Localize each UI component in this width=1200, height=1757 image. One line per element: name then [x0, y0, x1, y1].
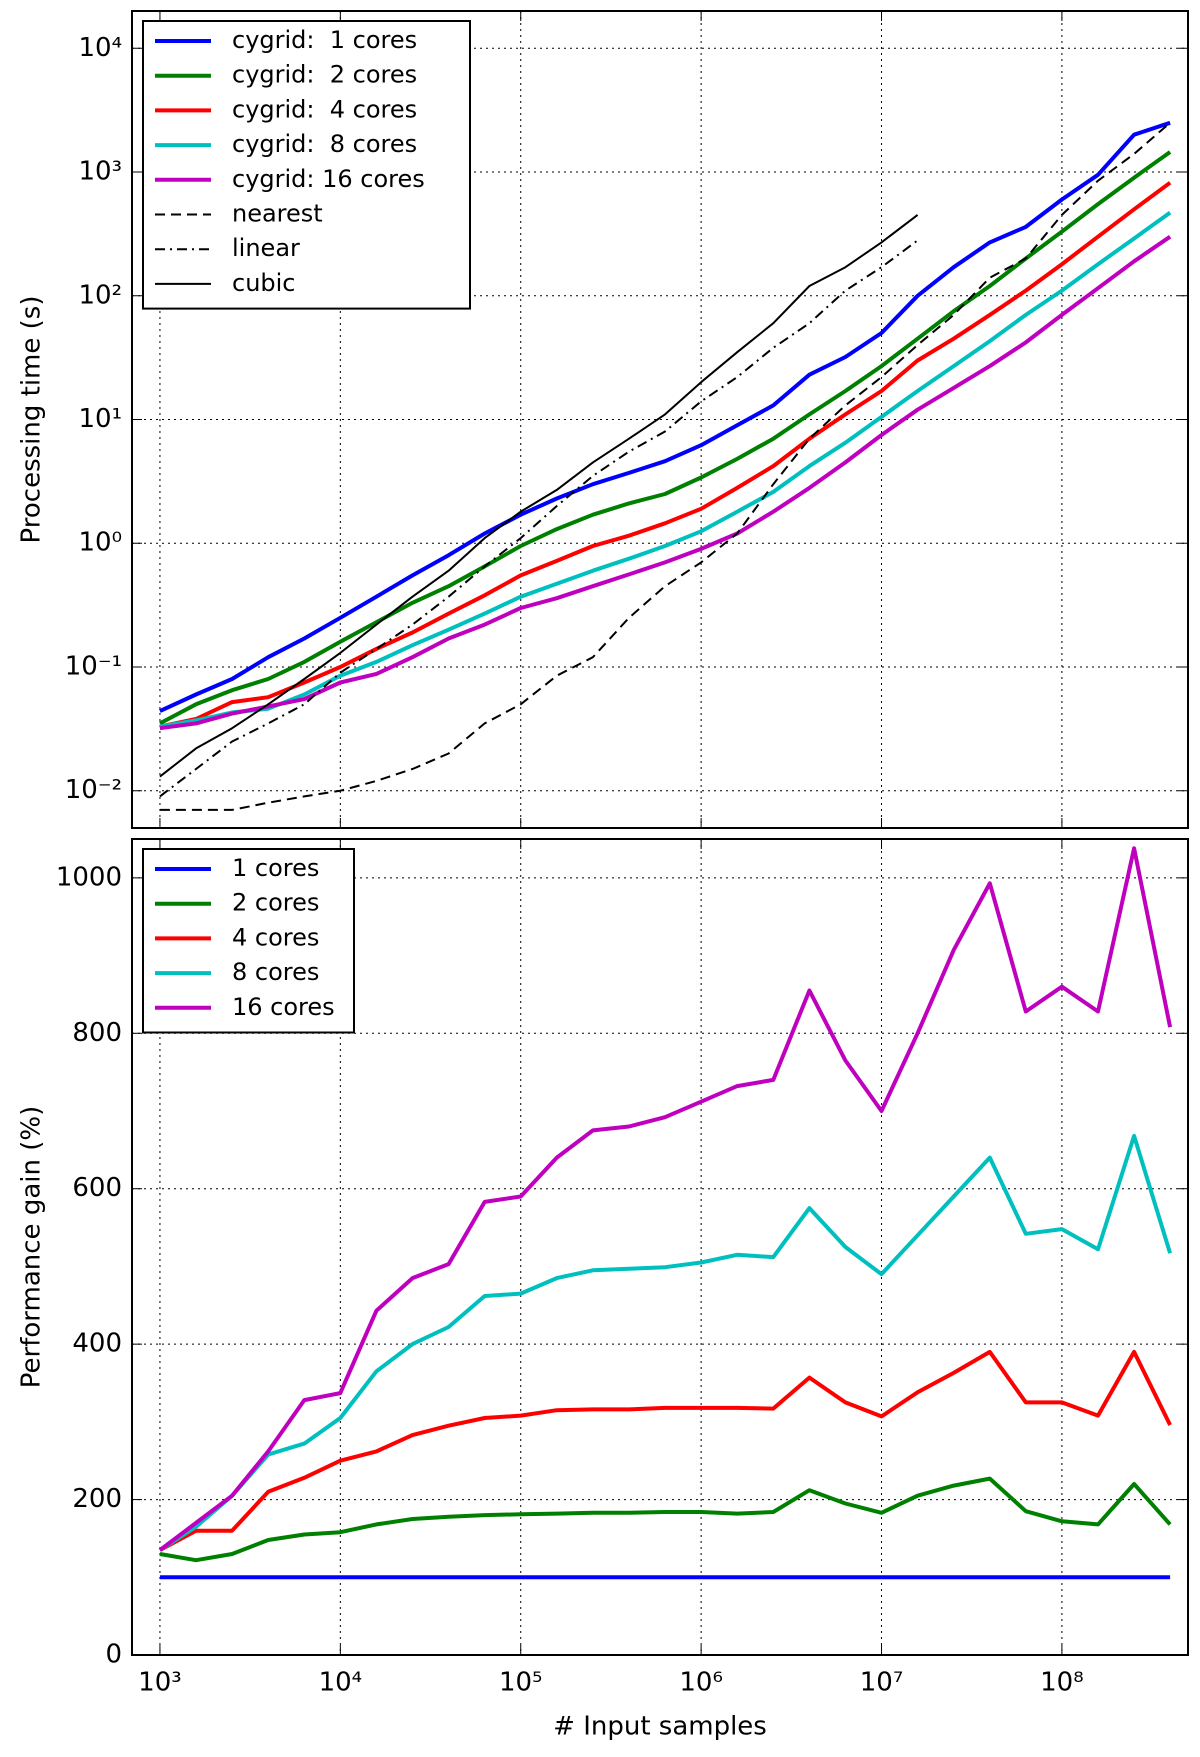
y-tick-label: 0 [105, 1640, 122, 1670]
legend-label: 2 cores [232, 889, 319, 917]
series-line [158, 1133, 1173, 1552]
legend-label: cygrid: 1 cores [232, 26, 417, 54]
subplot: 0 200 400 600 800 1000 10³ 10⁴ 10⁵ 10⁶ 10⁷ 10⁸ 1 cor… [17, 838, 1189, 1742]
series-line [159, 120, 1171, 713]
axes-frame [131, 838, 1189, 1656]
series-line [159, 122, 1171, 811]
y-tick-label: 800 [72, 1018, 122, 1048]
legend-label: cubic [232, 269, 296, 297]
x-tick-label: 10⁸ [1040, 1668, 1084, 1698]
legend-box [142, 20, 471, 310]
x-tick-label: 10⁵ [499, 1668, 543, 1698]
legend-label: cygrid: 8 cores [232, 130, 417, 158]
series-line [159, 235, 1172, 731]
x-tick-label: 10⁴ [319, 1668, 363, 1698]
series-line [159, 181, 1172, 729]
series-line [159, 239, 919, 798]
series-line [159, 214, 919, 778]
axes-frame [131, 10, 1189, 829]
y-tick-label: 400 [72, 1329, 122, 1359]
y-tick-label: 10² [78, 280, 122, 310]
x-tick-label: 10³ [138, 1668, 182, 1698]
series-line [158, 1349, 1172, 1552]
y-tick-label: 10³ [78, 157, 122, 187]
legend-label: nearest [232, 200, 323, 228]
series-line [159, 1476, 1172, 1563]
legend-label: 16 cores [232, 993, 335, 1021]
legend-label: cygrid: 4 cores [232, 95, 417, 123]
y-tick-label: 10¹ [78, 404, 122, 434]
legend-label: linear [232, 234, 300, 262]
legend-label: 1 cores [232, 854, 319, 882]
x-axis-label: # Input samples [553, 1712, 767, 1742]
x-tick-label: 10⁷ [860, 1668, 904, 1698]
legend-label: 4 cores [232, 923, 319, 951]
y-axis-label: Processing time (s) [17, 296, 47, 544]
y-tick-label: 10⁻² [65, 775, 122, 805]
y-tick-label: 10⁻¹ [65, 651, 122, 681]
legend-label: cygrid: 2 cores [232, 61, 417, 89]
y-tick-label: 600 [72, 1173, 122, 1203]
y-tick-label: 10⁰ [78, 528, 122, 558]
y-axis-label: Performance gain (%) [17, 1106, 47, 1388]
series-line [158, 150, 1172, 726]
legend-box [142, 848, 355, 1034]
y-tick-label: 1000 [56, 862, 122, 892]
legend-label: cygrid: 16 cores [232, 165, 425, 193]
y-tick-label: 200 [72, 1484, 122, 1514]
y-tick-label: 10⁴ [78, 33, 122, 63]
x-tick-label: 10⁶ [679, 1668, 723, 1698]
legend-label: 8 cores [232, 958, 319, 986]
series-line [158, 846, 1173, 1552]
subplot: 10⁻² 10⁻¹ 10⁰ 10¹ 10² 10³ 10⁴ cygrid: 1 cores cy… [17, 10, 1189, 829]
